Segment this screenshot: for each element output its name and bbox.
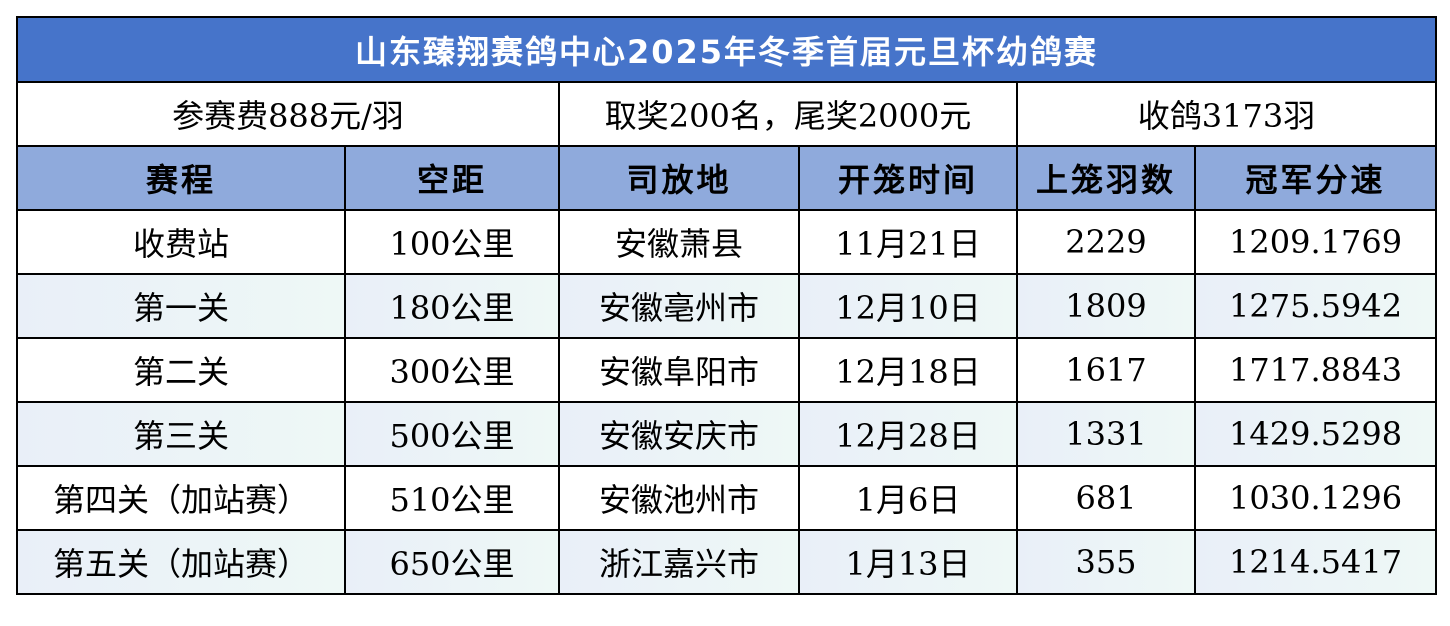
- cell-birds-basketed: 1331: [1016, 401, 1196, 467]
- cell-birds-basketed: 2229: [1016, 209, 1196, 275]
- cell-birds-basketed: 1809: [1016, 273, 1196, 339]
- cell-release-site: 安徽安庆市: [558, 401, 800, 467]
- cell-release-date: 11月21日: [798, 209, 1018, 275]
- cell-release-date: 1月6日: [798, 465, 1018, 531]
- cell-stage: 第三关: [16, 401, 346, 467]
- cell-winner-speed: 1214.5417: [1193, 529, 1438, 595]
- cell-winner-speed: 1209.1769: [1193, 209, 1438, 275]
- header-distance: 空距: [344, 145, 560, 211]
- title-row: 山东臻翔赛鸽中心2025年冬季首届元旦杯幼鸽赛: [15, 16, 1438, 83]
- pigeons-collected: 收鸽3173羽: [1015, 81, 1438, 147]
- table-row: 第一关 180公里 安徽亳州市 12月10日 1809 1275.5942: [16, 273, 1438, 339]
- cell-distance: 650公里: [344, 529, 560, 595]
- cell-release-date: 1月13日: [798, 529, 1018, 595]
- cell-winner-speed: 1275.5942: [1193, 273, 1438, 339]
- cell-release-site: 安徽亳州市: [558, 273, 800, 339]
- cell-stage: 第一关: [16, 273, 346, 339]
- table-row: 收费站 100公里 安徽萧县 11月21日 2229 1209.1769: [16, 209, 1438, 275]
- cell-birds-basketed: 681: [1016, 465, 1196, 531]
- cell-birds-basketed: 355: [1016, 529, 1196, 595]
- header-stage: 赛程: [16, 145, 346, 211]
- cell-distance: 500公里: [344, 401, 560, 467]
- table-row: 第三关 500公里 安徽安庆市 12月28日 1331 1429.5298: [16, 401, 1438, 467]
- info-row: 参赛费888元/羽 取奖200名，尾奖2000元 收鸽3173羽: [16, 81, 1438, 147]
- cell-birds-basketed: 1617: [1016, 337, 1196, 403]
- table-row: 第五关（加站赛） 650公里 浙江嘉兴市 1月13日 355 1214.5417: [16, 529, 1438, 595]
- cell-release-site: 安徽池州市: [558, 465, 800, 531]
- table-row: 第四关（加站赛） 510公里 安徽池州市 1月6日 681 1030.1296: [16, 465, 1438, 531]
- header-birds-basketed: 上笼羽数: [1016, 145, 1196, 211]
- header-row: 赛程 空距 司放地 开笼时间 上笼羽数 冠军分速: [16, 145, 1438, 211]
- cell-winner-speed: 1429.5298: [1193, 401, 1438, 467]
- cell-winner-speed: 1717.8843: [1193, 337, 1438, 403]
- cell-stage: 收费站: [16, 209, 346, 275]
- cell-release-date: 12月10日: [798, 273, 1018, 339]
- cell-release-site: 安徽萧县: [558, 209, 800, 275]
- table-row: 第二关 300公里 安徽阜阳市 12月18日 1617 1717.8843: [16, 337, 1438, 403]
- header-release-site: 司放地: [558, 145, 800, 211]
- header-winner-speed: 冠军分速: [1193, 145, 1438, 211]
- cell-release-site: 浙江嘉兴市: [558, 529, 800, 595]
- cell-winner-speed: 1030.1296: [1193, 465, 1438, 531]
- header-release-date: 开笼时间: [798, 145, 1018, 211]
- table-title: 山东臻翔赛鸽中心2025年冬季首届元旦杯幼鸽赛: [15, 16, 1438, 83]
- cell-release-site: 安徽阜阳市: [558, 337, 800, 403]
- cell-release-date: 12月28日: [798, 401, 1018, 467]
- race-schedule-table: 山东臻翔赛鸽中心2025年冬季首届元旦杯幼鸽赛 参赛费888元/羽 取奖200名…: [15, 16, 1438, 595]
- cell-stage: 第五关（加站赛）: [16, 529, 346, 595]
- cell-distance: 510公里: [344, 465, 560, 531]
- cell-stage: 第四关（加站赛）: [16, 465, 346, 531]
- entry-fee: 参赛费888元/羽: [16, 81, 560, 147]
- cell-release-date: 12月18日: [798, 337, 1018, 403]
- cell-distance: 180公里: [344, 273, 560, 339]
- cell-stage: 第二关: [16, 337, 346, 403]
- prize-info: 取奖200名，尾奖2000元: [558, 81, 1018, 147]
- cell-distance: 100公里: [344, 209, 560, 275]
- cell-distance: 300公里: [344, 337, 560, 403]
